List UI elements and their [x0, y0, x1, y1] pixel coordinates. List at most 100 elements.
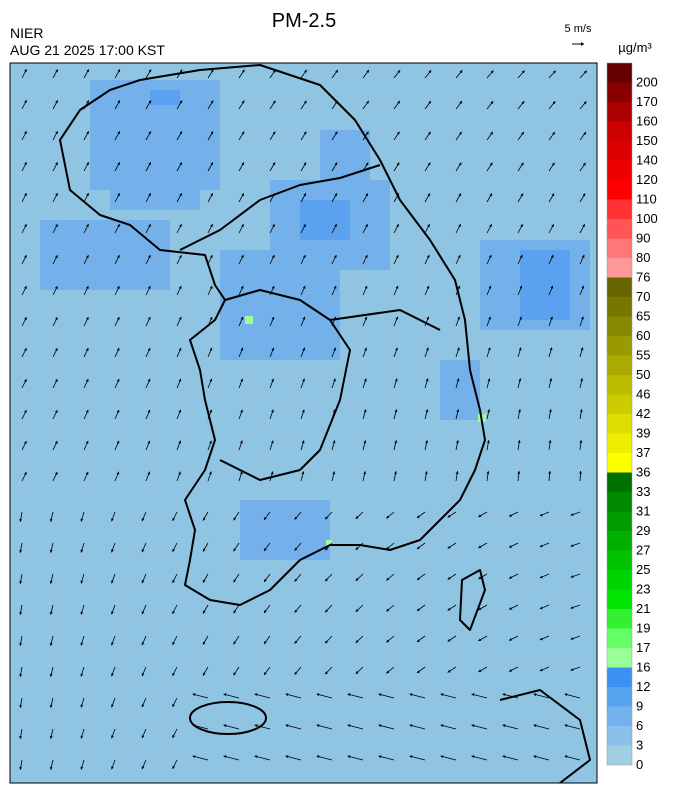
wind-arrow: [533, 755, 550, 761]
wind-arrow: [114, 254, 120, 265]
arrow-head: [24, 100, 27, 104]
wind-arrow: [478, 666, 488, 673]
arrow-head: [202, 641, 206, 645]
arrow-head: [24, 348, 27, 352]
colorbar-tick-label: 39: [636, 426, 650, 441]
arrow-head: [49, 704, 53, 708]
colorbar-segment: [607, 492, 632, 512]
wind-arrow: [579, 378, 584, 389]
arrow-head: [456, 409, 460, 413]
arrow-head: [240, 316, 244, 320]
wind-arrow: [393, 409, 398, 420]
wind-arrow: [172, 511, 178, 522]
colorbar-tick-label: 150: [636, 133, 658, 148]
wind-arrow: [52, 161, 58, 172]
colorbar-tick-label: 25: [636, 562, 650, 577]
wind-arrow: [263, 604, 271, 614]
wind-arrow: [517, 193, 524, 203]
wind-arrow: [486, 347, 491, 358]
wind-arrow: [207, 131, 214, 141]
arrow-head: [490, 131, 493, 135]
wind-arrow: [355, 635, 364, 644]
wind-arrow: [416, 511, 426, 519]
wind-arrow: [141, 542, 147, 553]
wind-arrow: [579, 347, 584, 358]
arrow-head: [427, 193, 430, 197]
arrow-head: [302, 316, 306, 320]
wind-arrow: [19, 759, 23, 770]
arrow-head: [520, 162, 524, 166]
wind-arrow: [238, 285, 244, 296]
wind-arrow: [176, 316, 182, 327]
arrow-head: [80, 704, 84, 708]
arrow-head: [333, 316, 337, 320]
arrow-head: [54, 409, 58, 413]
arrow-head: [409, 724, 413, 728]
arrow-head: [116, 316, 120, 320]
arrow-shaft: [378, 724, 395, 730]
wind-arrow: [447, 542, 457, 549]
wind-arrow: [207, 162, 214, 172]
colorbar-segment: [607, 531, 632, 551]
arrow-head: [24, 472, 27, 476]
arrow-head: [488, 285, 492, 289]
wind-arrow: [362, 100, 370, 110]
wind-arrow: [19, 604, 23, 615]
wind-arrow: [49, 542, 54, 553]
wind-arrow: [324, 604, 333, 613]
wind-arrow: [455, 162, 462, 172]
arrow-head: [148, 255, 151, 259]
wind-arrow: [111, 511, 116, 522]
arrow-head: [533, 755, 537, 759]
wind-arrow: [347, 724, 364, 730]
wind-arrow: [21, 161, 27, 172]
arrow-head: [365, 131, 369, 135]
arrow-head: [426, 316, 429, 320]
arrow-head: [172, 672, 175, 676]
wind-arrow: [548, 223, 555, 234]
arrow-head: [539, 637, 543, 641]
arrow-head: [202, 517, 206, 521]
arrow-head: [550, 254, 554, 258]
arrow-head: [285, 724, 289, 728]
wind-arrow: [52, 378, 58, 389]
arrow-head: [564, 693, 568, 697]
wind-arrow: [207, 409, 212, 420]
arrow-head: [301, 409, 305, 413]
wind-arrow: [114, 285, 120, 296]
arrow-head: [272, 162, 276, 166]
arrow-head: [581, 316, 584, 320]
arrow-shaft: [285, 693, 302, 699]
arrow-head: [579, 409, 583, 412]
wind-arrow: [478, 604, 488, 611]
wind-arrow: [447, 666, 457, 673]
wind-arrow: [416, 604, 426, 612]
wind-arrow: [393, 316, 399, 327]
wind-arrow: [570, 542, 581, 547]
colorbar-tick-label: 33: [636, 484, 650, 499]
wind-arrow: [393, 162, 400, 172]
wind-arrow: [331, 285, 337, 296]
wind-arrow: [114, 192, 121, 203]
arrow-shaft: [223, 693, 240, 699]
wind-arrow: [548, 285, 554, 296]
arrow-shaft: [285, 755, 302, 761]
arrow-head: [179, 69, 183, 73]
wind-arrow: [300, 223, 306, 234]
arrow-head: [239, 471, 243, 475]
arrow-head: [117, 131, 120, 135]
arrow-head: [49, 766, 53, 770]
wind-arrow: [362, 440, 367, 451]
wind-arrow: [111, 604, 116, 615]
arrow-head: [271, 409, 274, 413]
wind-arrow: [145, 471, 151, 482]
arrow-head: [24, 286, 27, 290]
arrow-head: [192, 693, 196, 697]
colorbar-tick-label: 120: [636, 172, 658, 187]
arrow-head: [396, 131, 400, 135]
wind-arrow: [238, 347, 244, 358]
arrow-head: [583, 132, 587, 135]
arrow-head: [285, 693, 289, 697]
wind-arrow: [294, 604, 302, 613]
wind-arrow: [570, 573, 581, 578]
